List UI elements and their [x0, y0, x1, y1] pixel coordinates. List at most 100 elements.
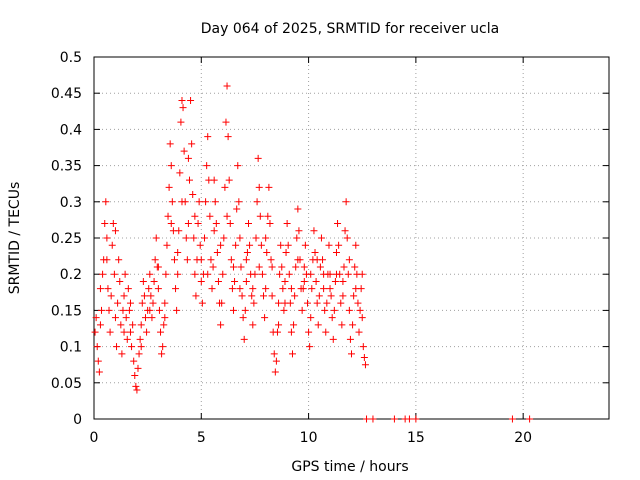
data-point [342, 198, 350, 206]
data-point [212, 220, 220, 228]
data-point [335, 241, 343, 249]
data-point [164, 212, 172, 220]
data-point [300, 263, 308, 271]
data-point [263, 248, 271, 256]
data-point [344, 270, 352, 278]
data-point [154, 285, 162, 293]
data-point [182, 234, 190, 242]
data-point [163, 241, 171, 249]
data-point [356, 306, 364, 314]
data-point [293, 234, 301, 242]
data-point [103, 234, 111, 242]
data-point [270, 350, 278, 358]
data-point [131, 372, 139, 380]
data-point [288, 350, 296, 358]
data-point [185, 176, 193, 184]
data-point [332, 248, 340, 256]
data-point [129, 321, 137, 329]
data-point [272, 357, 280, 365]
data-point [315, 292, 323, 300]
data-point [287, 328, 295, 336]
data-point [246, 241, 254, 249]
data-point [350, 292, 358, 300]
data-point [103, 256, 111, 264]
data-point [210, 227, 218, 235]
data-point [202, 198, 210, 206]
data-point [184, 154, 192, 162]
data-point [106, 328, 114, 336]
data-point [229, 306, 237, 314]
data-point [271, 368, 279, 376]
data-point [307, 314, 315, 322]
data-point [328, 314, 336, 322]
data-point [240, 335, 248, 343]
data-point [253, 198, 261, 206]
data-point [152, 234, 160, 242]
data-point [275, 299, 283, 307]
data-point [114, 299, 122, 307]
data-point [234, 162, 242, 170]
data-point [176, 169, 184, 177]
data-point [248, 292, 256, 300]
data-point [281, 277, 289, 285]
data-point [239, 314, 247, 322]
data-point [196, 241, 204, 249]
data-point [145, 285, 153, 293]
data-point [299, 285, 307, 293]
data-point [358, 314, 366, 322]
data-point [252, 234, 260, 242]
y-tick-label: 0.2 [60, 267, 82, 283]
data-point [241, 306, 249, 314]
data-point [369, 415, 377, 423]
data-point [217, 241, 225, 249]
data-point [118, 350, 126, 358]
data-point [330, 306, 338, 314]
data-point [354, 299, 362, 307]
data-point [359, 343, 367, 351]
data-point [161, 299, 169, 307]
data-point [283, 220, 291, 228]
data-point [348, 350, 355, 358]
data-point [262, 285, 270, 293]
data-point [219, 270, 227, 278]
data-point [197, 277, 205, 285]
data-point [306, 343, 314, 351]
data-point [314, 321, 322, 329]
data-point [278, 263, 286, 271]
data-point [189, 191, 197, 199]
data-point [121, 270, 129, 278]
data-point [135, 350, 143, 358]
data-point [159, 343, 167, 351]
data-point [149, 299, 157, 307]
data-point [178, 198, 186, 206]
data-point [360, 353, 368, 361]
data-point [352, 241, 360, 249]
data-point [111, 314, 119, 322]
data-point [158, 350, 166, 358]
data-point [237, 263, 245, 271]
data-point [305, 328, 313, 336]
data-point [206, 212, 214, 220]
data-point [339, 277, 347, 285]
data-point [260, 292, 268, 300]
y-tick-label: 0.3 [60, 195, 82, 211]
data-point [201, 234, 209, 242]
data-point [178, 96, 186, 104]
data-point [168, 198, 176, 206]
data-point [94, 357, 102, 365]
data-point [137, 343, 145, 351]
data-point [107, 292, 115, 300]
data-point [255, 183, 263, 191]
data-point [151, 256, 159, 264]
data-point [225, 176, 233, 184]
data-point [147, 292, 155, 300]
data-point [126, 328, 134, 336]
data-point [268, 263, 276, 271]
data-point [250, 299, 258, 307]
y-tick-label: 0.05 [51, 376, 82, 392]
y-tick-label: 0.5 [60, 50, 82, 66]
data-point [223, 212, 231, 220]
data-point [329, 335, 337, 343]
data-point [104, 285, 112, 293]
